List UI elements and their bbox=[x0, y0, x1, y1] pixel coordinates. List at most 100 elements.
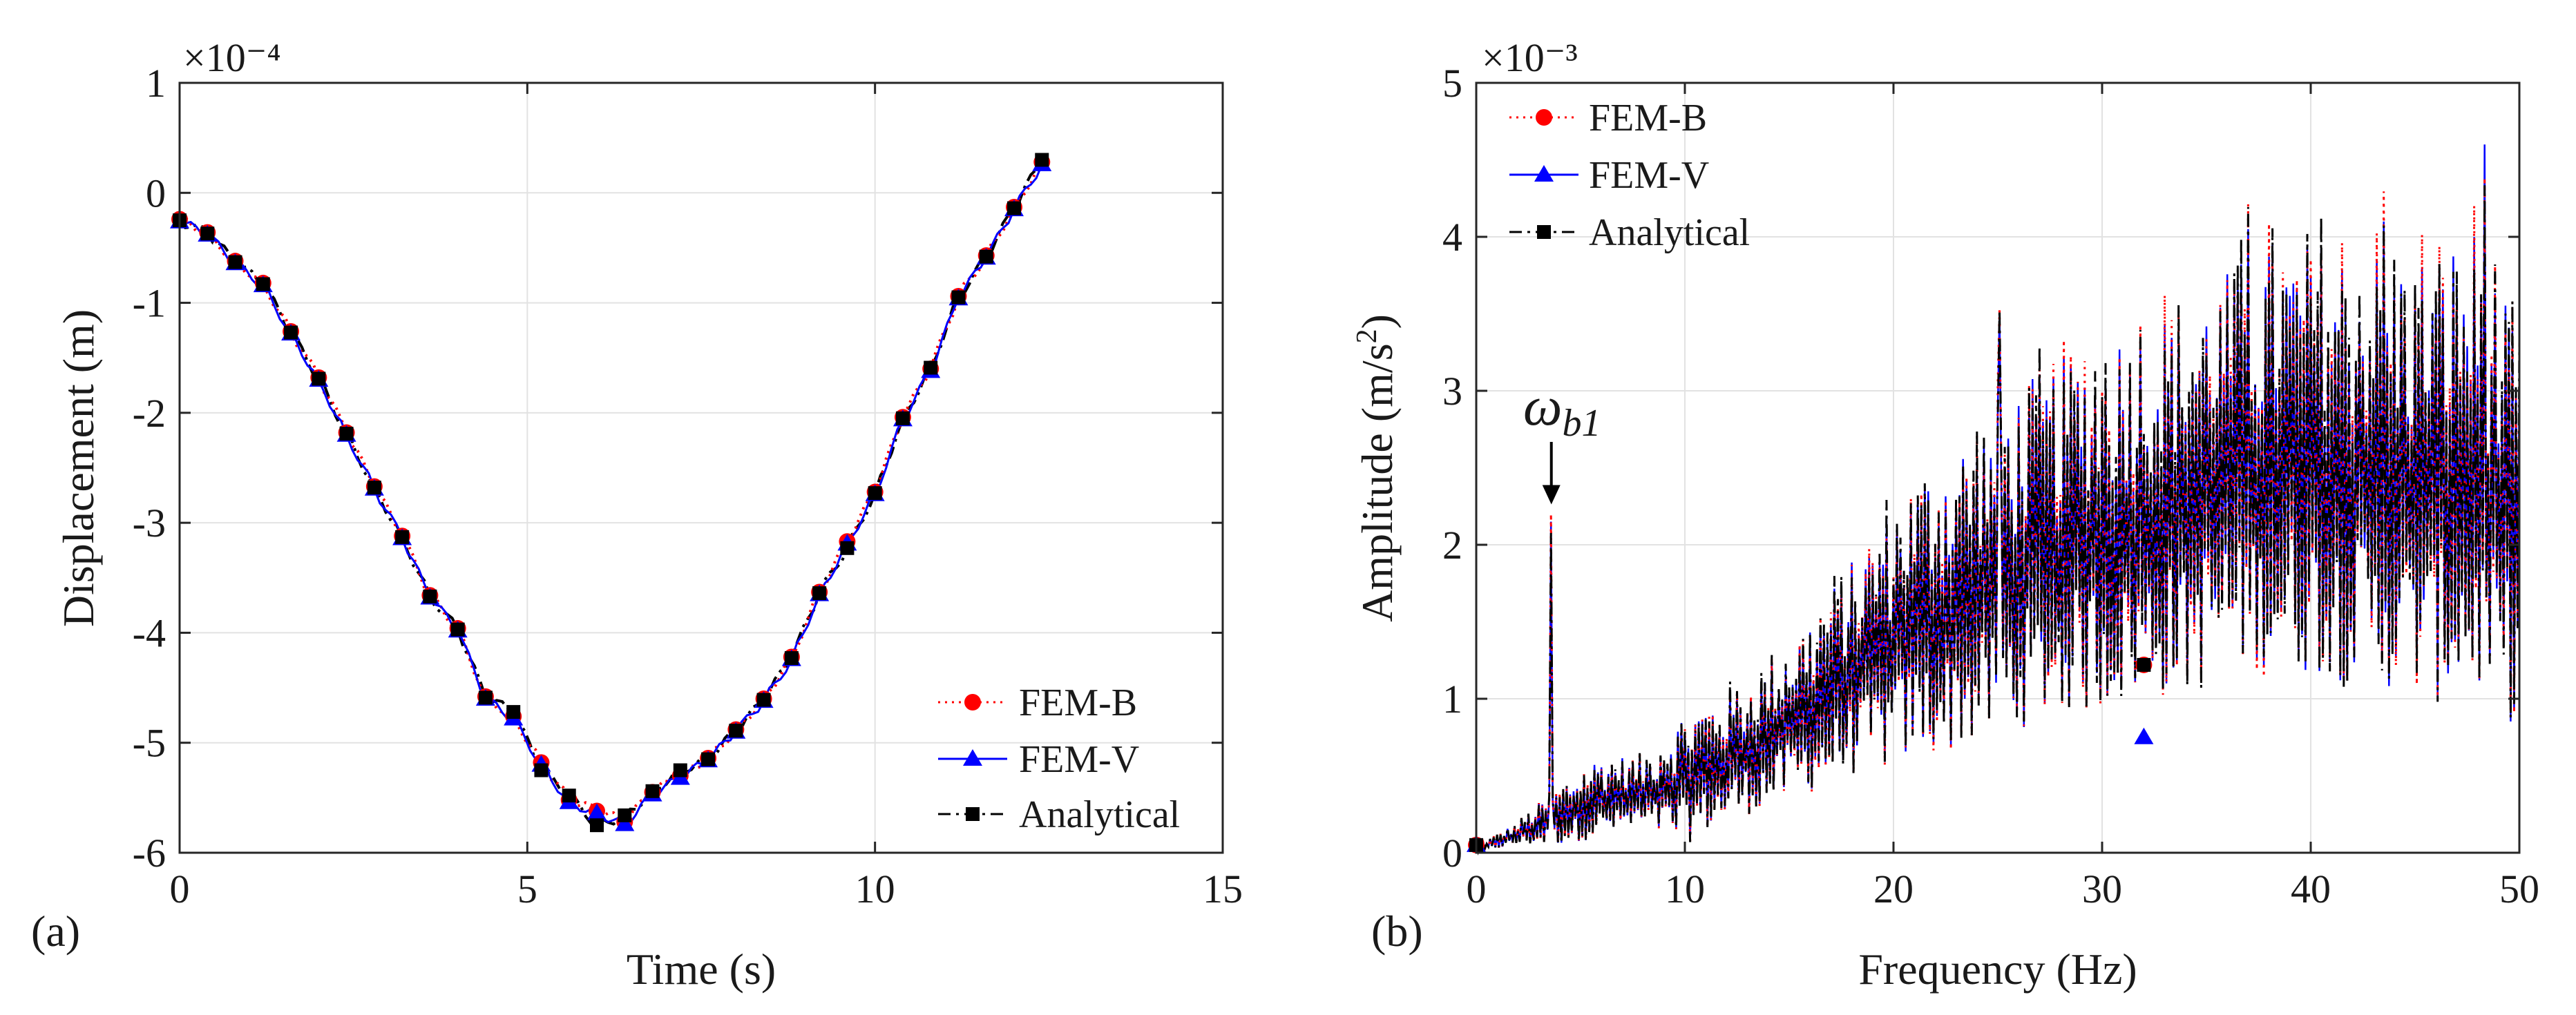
panel-b-y-axis-title-end: ) bbox=[1353, 314, 1402, 329]
panel-b-y-tick-label: 4 bbox=[1442, 215, 1462, 260]
panel-a-x-tick-label: 15 bbox=[1203, 867, 1243, 911]
data-point-analytical bbox=[450, 622, 465, 637]
data-point-analytical bbox=[339, 427, 354, 441]
panel-b-amplitude-spectrum: 0 10 20 30 40 50 0 1 2 3 4 5 ×10⁻³ Frequency (Hz) A… bbox=[1351, 35, 2539, 994]
data-point-analytical bbox=[729, 724, 743, 738]
legend-label-fem-v: FEM-V bbox=[1589, 154, 1709, 197]
panel-b-x-tick-label: 50 bbox=[2499, 867, 2539, 911]
data-point-analytical bbox=[1007, 201, 1021, 215]
legend-marker-triangle bbox=[963, 749, 982, 766]
panel-a-displacement-chart: 0 5 10 15 -6 -5 -4 -3 -2 -1 0 1 ×10⁻⁴ Time (s) Disp… bbox=[31, 35, 1243, 994]
series-line-analytical bbox=[1475, 185, 2521, 856]
data-point-analytical bbox=[618, 808, 632, 822]
legend-entry-fem-v: FEM-V bbox=[1509, 154, 1709, 197]
legend-entry-fem-b: FEM-B bbox=[1509, 97, 1707, 139]
panel-b-label: (b) bbox=[1371, 907, 1423, 956]
data-point-analytical bbox=[256, 277, 270, 291]
data-point-analytical bbox=[562, 789, 576, 803]
panel-a-y-tick-label: -3 bbox=[133, 501, 166, 545]
data-point-analytical bbox=[756, 693, 771, 707]
data-point-fem-v bbox=[615, 814, 635, 831]
data-point-fem-v bbox=[587, 803, 607, 820]
panel-a-exponent-label: ×10⁻⁴ bbox=[183, 35, 281, 80]
panel-b-x-axis-title: Frequency (Hz) bbox=[1858, 945, 2137, 994]
data-point-analytical bbox=[645, 784, 660, 798]
data-point-analytical bbox=[534, 763, 548, 777]
panel-b-x-tick-label: 0 bbox=[1467, 867, 1487, 911]
legend-label-fem-b: FEM-B bbox=[1019, 682, 1137, 724]
legend-label-fem-v: FEM-V bbox=[1019, 738, 1139, 781]
data-point-analytical bbox=[590, 818, 604, 833]
panel-a-y-axis-title: Displacement (m) bbox=[54, 309, 103, 627]
panel-a-y-tick-label: 1 bbox=[146, 61, 166, 106]
data-point-analytical bbox=[2137, 657, 2151, 672]
legend-label-fem-b: FEM-B bbox=[1589, 97, 1707, 139]
panel-a-x-tick-label: 0 bbox=[170, 867, 190, 911]
panel-b-y-tick-label: 2 bbox=[1442, 523, 1462, 568]
data-point-fem-v bbox=[2134, 727, 2154, 744]
panel-b-plot-frame bbox=[1475, 81, 2521, 854]
data-point-analytical bbox=[200, 226, 215, 241]
data-point-analytical bbox=[924, 360, 938, 375]
panel-b-y-tick-label: 3 bbox=[1442, 369, 1462, 414]
series-line-fem-v bbox=[179, 164, 1043, 826]
data-point-analytical bbox=[228, 255, 242, 269]
data-point-analytical bbox=[840, 541, 855, 555]
panel-a-plot-frame bbox=[178, 81, 1224, 854]
panel-a-ticks: 0 5 10 15 -6 -5 -4 -3 -2 -1 0 1 bbox=[133, 61, 1243, 911]
data-point-analytical bbox=[812, 586, 827, 601]
panel-b-y-tick-label: 0 bbox=[1442, 831, 1462, 876]
panel-a-y-tick-label: 0 bbox=[146, 171, 166, 215]
panel-b-series bbox=[1475, 144, 2521, 856]
data-point-analytical bbox=[312, 371, 326, 386]
legend-entry-analytical: Analytical bbox=[938, 793, 1180, 836]
panel-b-legend: FEM-B FEM-V Analytical bbox=[1509, 97, 1750, 254]
data-point-analytical bbox=[784, 651, 799, 666]
data-point-analytical bbox=[701, 752, 716, 766]
panel-a-x-tick-label: 5 bbox=[517, 867, 537, 911]
omega-b1-annotation: ωb1 bbox=[1523, 376, 1601, 505]
panel-a-y-tick-label: -1 bbox=[133, 281, 166, 326]
legend-marker-square bbox=[966, 807, 980, 821]
data-point-analytical bbox=[423, 589, 437, 603]
panel-b-y-axis-title-sup: 2 bbox=[1351, 329, 1383, 343]
legend-marker-square bbox=[1537, 225, 1551, 239]
panel-a-y-tick-label: -5 bbox=[133, 721, 166, 766]
legend-entry-fem-b: FEM-B bbox=[938, 682, 1137, 724]
legend-marker-circle bbox=[1536, 109, 1552, 126]
panel-b-exponent-label: ×10⁻³ bbox=[1482, 35, 1578, 80]
panel-b-y-axis-title: Amplitude (m/s2) bbox=[1351, 314, 1402, 622]
omega-subscript: b1 bbox=[1562, 402, 1601, 445]
panel-a-x-axis-title: Time (s) bbox=[627, 945, 776, 994]
legend-marker-circle bbox=[964, 694, 981, 710]
legend-marker-triangle bbox=[1534, 165, 1554, 182]
panel-b-y-tick-label: 5 bbox=[1442, 61, 1462, 106]
legend-label-analytical: Analytical bbox=[1589, 211, 1750, 254]
panel-a-x-tick-label: 10 bbox=[855, 867, 895, 911]
legend-entry-fem-v: FEM-V bbox=[938, 738, 1139, 781]
panel-a-y-tick-label: -6 bbox=[133, 831, 166, 876]
data-point-analytical bbox=[895, 411, 910, 425]
data-point-analytical bbox=[1035, 153, 1049, 167]
panel-a-label: (a) bbox=[31, 907, 80, 956]
data-point-analytical bbox=[979, 249, 993, 264]
panel-b-x-tick-label: 20 bbox=[1873, 867, 1914, 911]
panel-b-y-tick-label: 1 bbox=[1442, 677, 1462, 722]
panel-a-legend: FEM-B FEM-V Analytical bbox=[938, 682, 1180, 836]
panel-b-markers bbox=[1467, 656, 2154, 853]
legend-label-analytical: Analytical bbox=[1019, 793, 1180, 836]
panel-a-markers bbox=[170, 153, 1052, 833]
data-point-analytical bbox=[367, 481, 381, 495]
data-point-analytical bbox=[395, 530, 410, 544]
panel-b-x-tick-label: 30 bbox=[2082, 867, 2122, 911]
panel-a-y-tick-label: -4 bbox=[133, 610, 166, 655]
omega-symbol: ω bbox=[1523, 376, 1562, 437]
series-line-analytical bbox=[178, 159, 1044, 827]
panel-a-y-tick-label: -2 bbox=[133, 391, 166, 436]
omega-b1-label: ωb1 bbox=[1523, 376, 1601, 445]
panel-a-gridlines bbox=[179, 82, 1223, 853]
panel-b-x-tick-label: 10 bbox=[1665, 867, 1705, 911]
annotation-arrow-head-icon bbox=[1542, 485, 1561, 505]
panel-a-series bbox=[178, 159, 1044, 827]
